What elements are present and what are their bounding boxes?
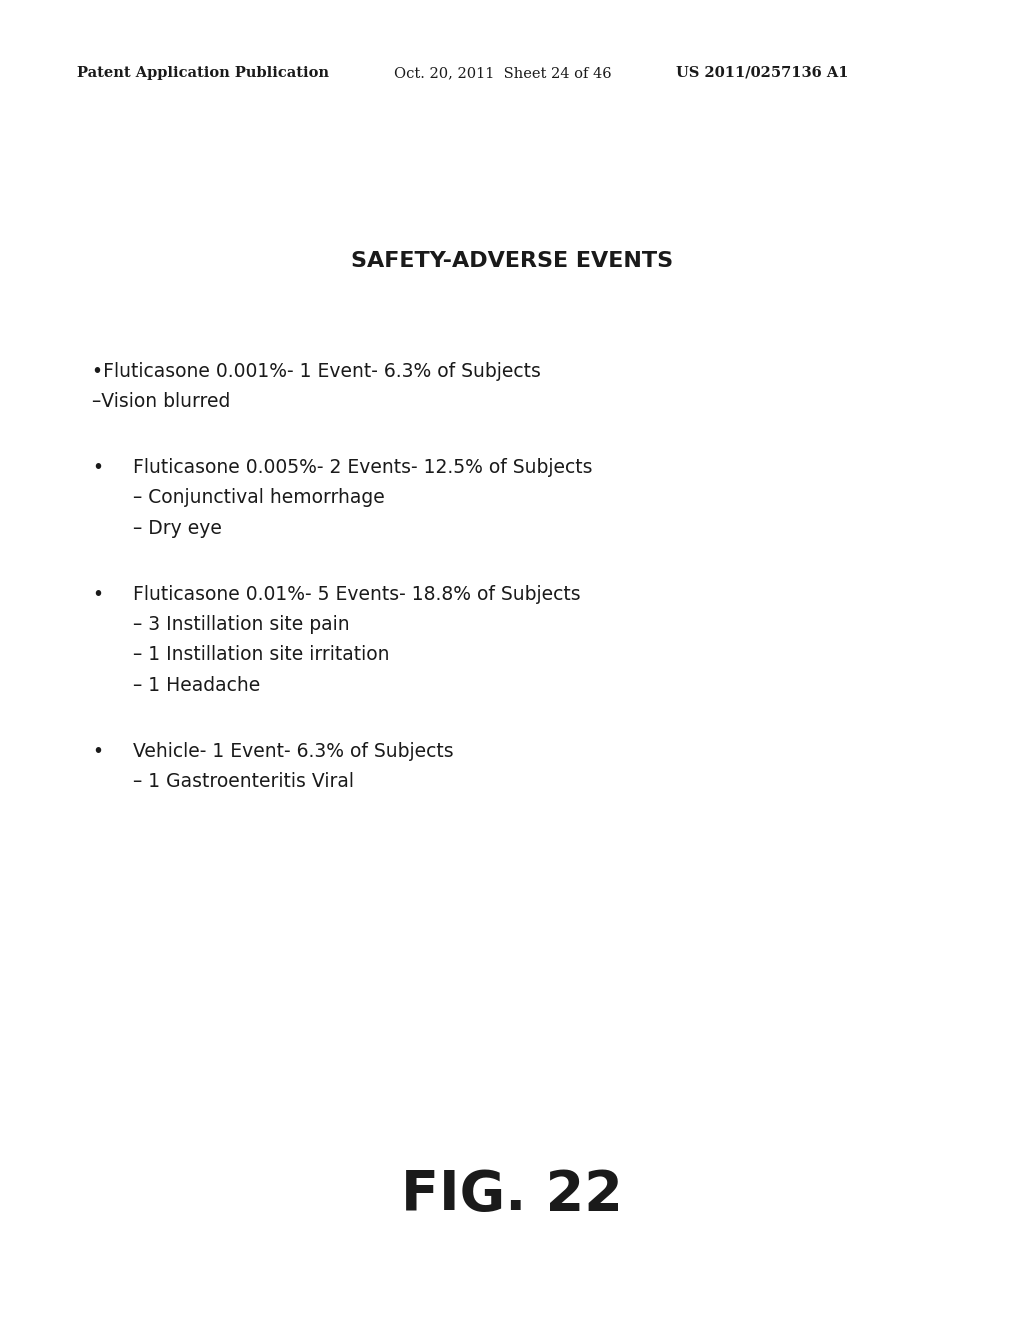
- Text: – Conjunctival hemorrhage: – Conjunctival hemorrhage: [133, 488, 385, 507]
- Text: Fluticasone 0.005%- 2 Events- 12.5% of Subjects: Fluticasone 0.005%- 2 Events- 12.5% of S…: [133, 458, 593, 477]
- Text: US 2011/0257136 A1: US 2011/0257136 A1: [676, 66, 848, 81]
- Text: Oct. 20, 2011  Sheet 24 of 46: Oct. 20, 2011 Sheet 24 of 46: [394, 66, 612, 81]
- Text: •: •: [92, 742, 103, 760]
- Text: FIG. 22: FIG. 22: [401, 1168, 623, 1222]
- Text: –Vision blurred: –Vision blurred: [92, 392, 230, 411]
- Text: •: •: [92, 585, 103, 603]
- Text: •: •: [92, 458, 103, 477]
- Text: Fluticasone 0.01%- 5 Events- 18.8% of Subjects: Fluticasone 0.01%- 5 Events- 18.8% of Su…: [133, 585, 581, 603]
- Text: Vehicle- 1 Event- 6.3% of Subjects: Vehicle- 1 Event- 6.3% of Subjects: [133, 742, 454, 760]
- Text: – 1 Instillation site irritation: – 1 Instillation site irritation: [133, 645, 389, 664]
- Text: – 1 Gastroenteritis Viral: – 1 Gastroenteritis Viral: [133, 772, 354, 791]
- Text: Patent Application Publication: Patent Application Publication: [77, 66, 329, 81]
- Text: •Fluticasone 0.001%- 1 Event- 6.3% of Subjects: •Fluticasone 0.001%- 1 Event- 6.3% of Su…: [92, 362, 541, 380]
- Text: – Dry eye: – Dry eye: [133, 519, 222, 537]
- Text: – 1 Headache: – 1 Headache: [133, 676, 260, 694]
- Text: SAFETY-ADVERSE EVENTS: SAFETY-ADVERSE EVENTS: [351, 251, 673, 271]
- Text: – 3 Instillation site pain: – 3 Instillation site pain: [133, 615, 350, 634]
